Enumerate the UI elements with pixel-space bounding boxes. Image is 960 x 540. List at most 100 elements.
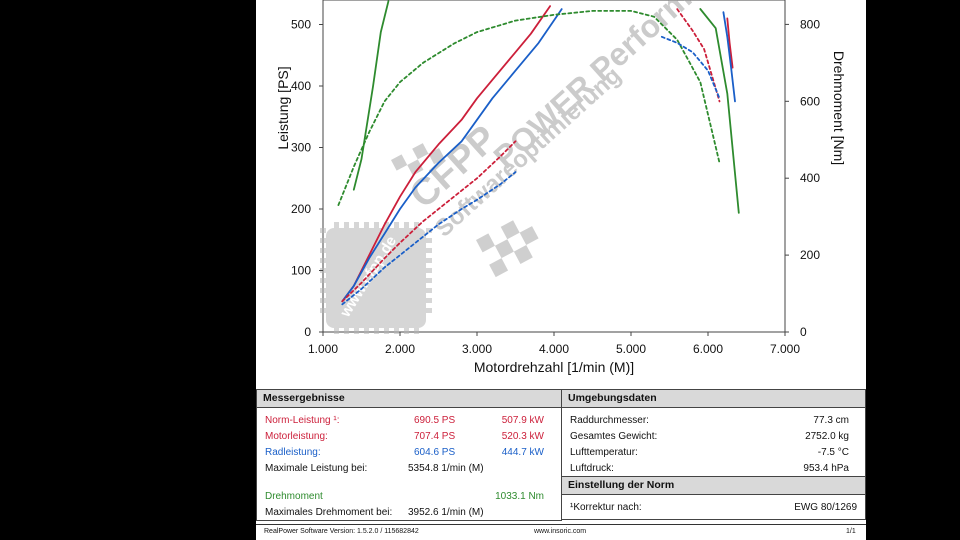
env-row: Lufttemperatur: -7.5 °C	[562, 444, 865, 460]
y-left-tick-label: 400	[291, 79, 311, 93]
chip-pin	[374, 328, 379, 334]
chip-pin	[374, 222, 379, 228]
env-value: -7.5 °C	[817, 447, 849, 458]
y-axis-label-left: Leistung [PS]	[275, 66, 291, 149]
chip-pins	[320, 222, 432, 334]
series-norm-leistung-schlepp-	[341, 140, 517, 303]
y-left-tick-label: 200	[291, 202, 311, 216]
norm-label: ¹Korrektur nach:	[570, 502, 642, 513]
chip-pin	[384, 328, 389, 334]
y-right-tick-label: 400	[800, 171, 820, 185]
chip-pin	[426, 268, 432, 273]
chip-pin	[394, 222, 399, 228]
chip-pin	[320, 288, 326, 293]
series-drehmoment	[352, 0, 390, 191]
footer-divider	[256, 524, 866, 525]
chip-pin	[394, 328, 399, 334]
chip-pin	[426, 248, 432, 253]
env-row: Gesamtes Gewicht: 2752.0 kg	[562, 428, 865, 444]
series-drehmoment-schlepp-	[337, 9, 721, 207]
chip-pin	[334, 222, 339, 228]
result-label: Maximale Leistung bei:	[265, 463, 368, 474]
y-left-tick-label: 500	[291, 18, 311, 32]
result-value-ps: 707.4 PS	[414, 431, 456, 442]
y-right-tick-label: 600	[800, 94, 820, 108]
chip-pin	[426, 238, 432, 243]
series-norm-leistung-ende-schlepp-	[676, 8, 721, 103]
torque-at-value: 3952.6 1/min (M)	[408, 507, 484, 518]
chip-pin	[364, 222, 369, 228]
result-value-ps: 690.5 PS	[414, 415, 456, 426]
result-label: Radleistung:	[265, 447, 321, 458]
series-radleistung	[341, 8, 563, 303]
env-label: Raddurchmesser:	[570, 415, 649, 426]
series-drehmoment-ende	[699, 8, 740, 214]
footer-software: RealPower Software Version: 1.5.2.0 / 11…	[264, 528, 419, 535]
result-row-torque: Drehmoment 1033.1 Nm	[257, 488, 562, 504]
env-label: Lufttemperatur:	[570, 447, 638, 458]
footer-page: 1/1	[846, 528, 856, 535]
y-right-tick-label: 0	[800, 325, 807, 339]
torque-at-label: Maximales Drehmoment bei:	[265, 507, 393, 518]
series-norm-leistung	[341, 5, 552, 303]
chip-pin	[320, 298, 326, 303]
chip-pin	[384, 222, 389, 228]
result-label: Norm-Leistung ¹:	[265, 415, 340, 426]
chip-pin	[404, 328, 409, 334]
env-label: Luftdruck:	[570, 463, 614, 474]
chip-pin	[320, 248, 326, 253]
result-row-max-power: Maximale Leistung bei: 5354.8 1/min (M)	[257, 460, 562, 476]
dyno-chart: www.cfpp.de CFPP POWER Performance Softw…	[275, 0, 847, 375]
x-tick-label: 1.000	[308, 342, 338, 356]
x-axis-label: Motordrehzahl [1/min (M)]	[474, 359, 634, 375]
messergebnisse-table: Messergebnisse Norm-Leistung ¹: 690.5 PS…	[256, 389, 562, 521]
report-sheet: www.cfpp.de CFPP POWER Performance Softw…	[256, 0, 866, 540]
result-row-max-torque: Maximales Drehmoment bei: 3952.6 1/min (…	[257, 504, 562, 520]
env-row: Raddurchmesser: 77.3 cm	[562, 412, 865, 428]
chip-pin	[426, 308, 432, 313]
torque-label: Drehmoment	[265, 491, 323, 502]
env-value: 2752.0 kg	[805, 431, 849, 442]
result-value-ps: 604.6 PS	[414, 447, 456, 458]
axis-ticks: 1.000 2.000 3.000 4.000 5.000 6.000 7.00001002…	[291, 17, 820, 356]
y-axis-label-right: Drehmoment [Nm]	[831, 51, 847, 165]
env-value: 953.4 hPa	[803, 463, 849, 474]
chip-pin	[426, 258, 432, 263]
chip-pin	[426, 288, 432, 293]
result-value-kw: 507.9 kW	[501, 415, 544, 426]
watermark-chip-icon	[326, 228, 426, 328]
chip-pin	[320, 228, 326, 233]
env-row: Luftdruck: 953.4 hPa	[562, 460, 865, 476]
series-radleistung-schlepp-	[341, 171, 517, 306]
x-tick-label: 5.000	[616, 342, 646, 356]
umgebungsdaten-table: Umgebungsdaten Raddurchmesser: 77.3 cm G…	[561, 389, 866, 478]
y-right-tick-label: 200	[800, 248, 820, 262]
x-tick-label: 7.000	[770, 342, 800, 356]
chip-pin	[334, 328, 339, 334]
result-value-kw: 520.3 kW	[501, 431, 544, 442]
chip-pin	[426, 278, 432, 283]
torque-value: 1033.1 Nm	[495, 491, 544, 502]
result-row-norm: Norm-Leistung ¹: 690.5 PS 507.9 kW	[257, 412, 562, 428]
chip-pin	[320, 238, 326, 243]
y-right-tick-label: 800	[800, 17, 820, 31]
env-label: Gesamtes Gewicht:	[570, 431, 658, 442]
chip-pin	[320, 258, 326, 263]
chip-pin	[320, 278, 326, 283]
chip-pin	[364, 328, 369, 334]
series-radleistung-ende	[722, 11, 736, 103]
result-row-motor: Motorleistung: 707.4 PS 520.3 kW	[257, 428, 562, 444]
y-left-tick-label: 100	[291, 264, 311, 278]
x-tick-label: 2.000	[385, 342, 415, 356]
chip-pin	[404, 222, 409, 228]
env-value: 77.3 cm	[813, 415, 849, 426]
chip-pin	[344, 328, 349, 334]
x-tick-label: 3.000	[462, 342, 492, 356]
chip-pin	[354, 328, 359, 334]
result-value-rpm: 5354.8 1/min (M)	[408, 463, 484, 474]
chip-pin	[414, 328, 419, 334]
y-left-tick-label: 0	[304, 325, 311, 339]
chip-pin	[344, 222, 349, 228]
chip-pin	[426, 228, 432, 233]
norm-value: EWG 80/1269	[794, 502, 857, 513]
